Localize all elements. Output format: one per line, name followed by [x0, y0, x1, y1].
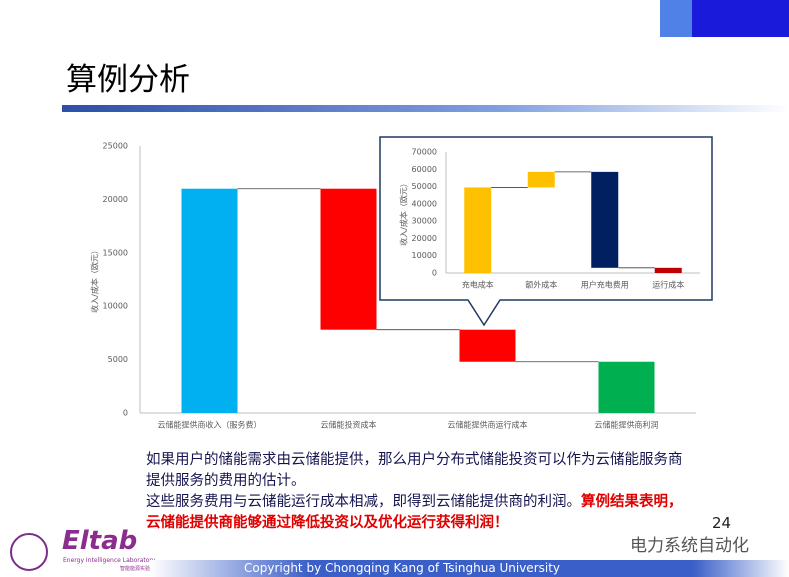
x-tick-label: 云储能提供商利润 — [595, 420, 659, 430]
paragraph: 如果用户的储能需求由云储能提供，那么用户分布式储能投资可以作为云储能服务商提供服… — [146, 452, 683, 489]
bar — [527, 171, 555, 188]
logo-chinese: 智能能源实验室 — [120, 566, 156, 572]
y-tick-label: 50000 — [412, 182, 437, 191]
y-tick-label: 20000 — [103, 195, 128, 204]
inset-frame — [379, 136, 713, 327]
slide-title: 算例分析 — [66, 62, 190, 98]
y-tick-label: 60000 — [412, 165, 437, 174]
y-tick-label: 20000 — [412, 234, 437, 243]
y-tick-label: 25000 — [103, 142, 128, 151]
bar — [464, 187, 492, 273]
paragraph-highlight: 算例结果表明，云储能提供商能够通过降低投资以及优化运行获得利润！ — [146, 494, 683, 531]
y-tick-label: 15000 — [103, 248, 128, 257]
title-underline — [62, 105, 789, 112]
y-tick-label: 5000 — [108, 355, 128, 364]
logo-seal — [10, 533, 48, 571]
watermark: 电力系统自动化 — [630, 536, 749, 556]
bar — [181, 188, 238, 413]
x-tick-label: 运行成本 — [652, 280, 684, 290]
y-tick-label: 40000 — [412, 199, 437, 208]
y-tick-label: 0 — [123, 409, 128, 418]
y-tick-label: 30000 — [412, 217, 437, 226]
x-tick-label: 用户充电费用 — [581, 280, 629, 290]
x-tick-label: 额外成本 — [525, 280, 557, 290]
header-block-light — [660, 0, 692, 37]
header-block-dark — [692, 0, 789, 37]
bar — [459, 329, 516, 362]
paragraph-text: 这些服务费用与云储能运行成本相减，即得到云储能提供商的利润。 — [146, 494, 581, 510]
y-tick-label: 0 — [432, 269, 437, 278]
chart: 0 5000 10000 15000 20000 25000 收入/成本（欧元） 云储能提供商… — [90, 136, 713, 430]
bar — [591, 171, 619, 268]
footer-band — [150, 560, 789, 577]
paragraph: 这些服务费用与云储能运行成本相减，即得到云储能提供商的利润。算例结果表明，云储能… — [146, 492, 686, 534]
y-tick-label: 70000 — [412, 148, 437, 157]
bar — [654, 267, 682, 273]
x-tick-label: 充电成本 — [462, 280, 494, 290]
logo-subtitle: Energy Intelligence Laboratory — [63, 557, 156, 564]
y-axis-label: 收入/成本（欧元） — [90, 246, 100, 313]
bar — [320, 188, 377, 330]
x-tick-label: 云储能提供商运行成本 — [448, 420, 528, 430]
y-tick-label: 10000 — [412, 251, 437, 260]
x-tick-label: 云储能提供商收入（服务费） — [158, 420, 262, 430]
page-number: 24 — [712, 514, 732, 532]
y-axis-label: 收入/成本（欧元） — [399, 179, 409, 246]
y-tick-label: 10000 — [103, 302, 128, 311]
x-tick-label: 云储能投资成本 — [321, 420, 377, 430]
copyright: Copyright by Chongqing Kang of Tsinghua … — [244, 561, 561, 575]
bar — [598, 361, 655, 413]
logo-text: Eltab — [62, 526, 138, 556]
